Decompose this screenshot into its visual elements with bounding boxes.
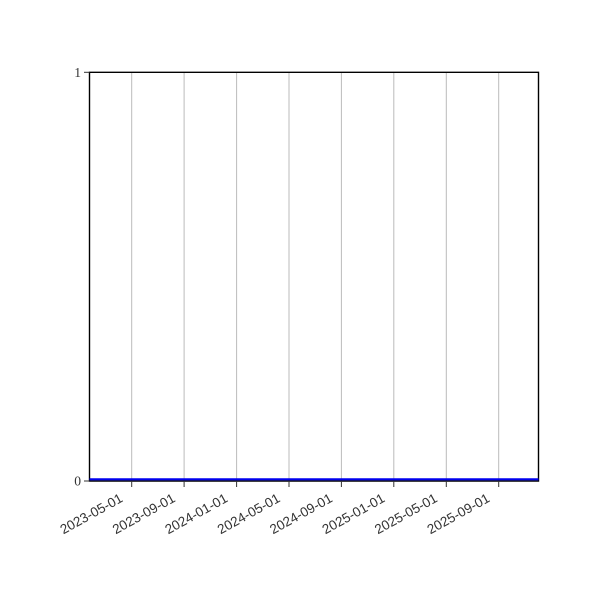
svg-text:0: 0 [74,474,81,489]
svg-text:1: 1 [74,65,81,80]
